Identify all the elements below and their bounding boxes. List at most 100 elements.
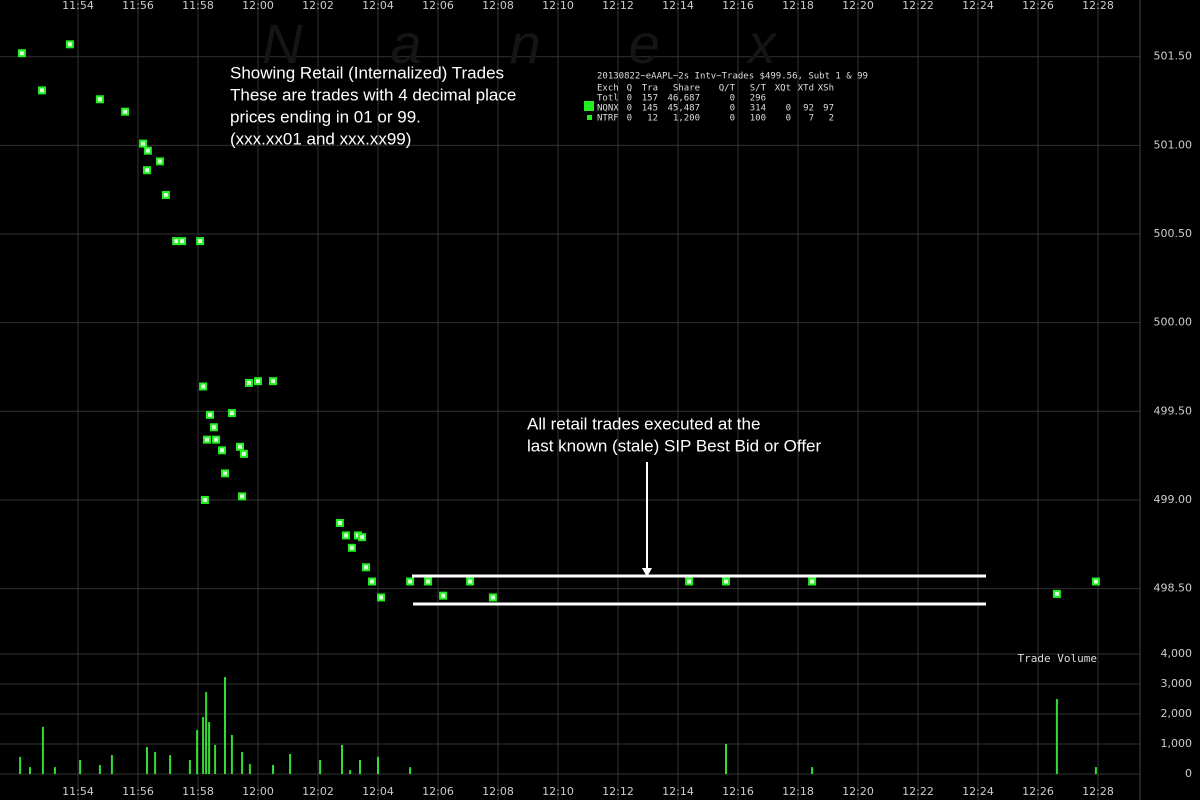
x-tick-label: 12:06: [422, 0, 454, 12]
volume-label: Trade Volume: [1018, 652, 1097, 665]
stats-cell: 92: [803, 104, 814, 114]
stats-cell: 0: [730, 114, 735, 124]
stats-cell: 314: [750, 104, 766, 114]
legend-marker: [584, 101, 594, 111]
volume-bar: [214, 744, 217, 774]
stats-cell: NQNX: [597, 104, 619, 114]
x-tick-label: 12:22: [902, 0, 934, 12]
volume-bar: [1055, 699, 1058, 774]
x-tick-label: 11:54: [62, 0, 94, 12]
volume-bar: [53, 767, 56, 774]
trade-point: [1091, 577, 1100, 586]
volume-bar: [289, 753, 292, 774]
trade-point: [95, 95, 104, 104]
x-tick-label: 12:10: [542, 785, 574, 798]
trade-point: [155, 157, 164, 166]
trade-point: [203, 435, 211, 444]
x-tick-label: 12:14: [662, 785, 694, 798]
y-tick-label: 501.50: [1154, 50, 1193, 63]
volume-bar: [19, 756, 22, 774]
y-tick-label: 500.50: [1154, 227, 1193, 240]
volume-bar: [377, 756, 379, 774]
trade-point: [209, 423, 218, 432]
grid-layer: [0, 0, 1140, 800]
stats-cell: 100: [750, 114, 766, 124]
x-tick-label: 12:24: [962, 785, 994, 798]
trade-point: [439, 591, 448, 600]
trade-point: [196, 237, 205, 246]
stats-cell: 0: [627, 94, 632, 104]
x-tick-label: 12:14: [662, 0, 694, 12]
trade-point: [38, 86, 46, 95]
trade-point: [347, 543, 356, 552]
x-tick-label: 12:08: [482, 0, 514, 12]
x-tick-label: 12:20: [842, 785, 874, 798]
stats-cell: 7: [809, 114, 814, 124]
watermark: Nanex: [262, 12, 864, 75]
trade-point: [341, 531, 350, 540]
y-tick-label: 4,000: [1161, 647, 1193, 660]
y-tick-label: 3,000: [1161, 677, 1193, 690]
x-tick-label: 12:26: [1022, 0, 1054, 12]
volume-bar: [224, 677, 226, 774]
x-tick-label: 12:02: [302, 785, 334, 798]
x-tick-label: 11:56: [122, 0, 154, 12]
x-tick-label: 11:58: [182, 0, 214, 12]
x-tick-label: 11:58: [182, 785, 214, 798]
trade-point: [377, 593, 385, 602]
stats-cell: Totl: [597, 94, 619, 104]
stats-cell: 0: [730, 94, 735, 104]
stats-cell: 97: [823, 104, 834, 114]
y-tick-label: 501.00: [1154, 138, 1193, 151]
trade-point: [1052, 589, 1061, 598]
volume-bar: [110, 755, 113, 774]
y-tick-label: 500.00: [1154, 316, 1193, 329]
x-tick-label: 12:16: [722, 0, 754, 12]
trade-point: [236, 442, 244, 451]
stats-cell: 296: [750, 94, 766, 104]
trade-point: [65, 40, 74, 49]
x-tick-label: 12:22: [902, 785, 934, 798]
volume-bar: [79, 759, 82, 774]
x-tick-label: 12:04: [362, 0, 394, 12]
stats-cell: 12: [647, 114, 658, 124]
stats-column: Q/T: [719, 84, 736, 94]
x-tick-label: 12:02: [302, 0, 334, 12]
x-tick-label: 12:06: [422, 785, 454, 798]
y-tick-label: 499.00: [1154, 493, 1193, 506]
trade-point: [221, 469, 229, 478]
stats-column: Exch: [597, 84, 619, 94]
trade-point: [685, 577, 694, 586]
x-tick-label: 12:16: [722, 785, 754, 798]
trade-point: [424, 577, 433, 586]
trade-point: [218, 446, 226, 455]
trade-point: [269, 377, 277, 386]
stats-cell: 0: [786, 114, 791, 124]
x-tick-label: 12:24: [962, 0, 994, 12]
stats-column: XTd: [798, 84, 814, 94]
stats-cell: 157: [642, 94, 658, 104]
volume-bar: [98, 765, 101, 774]
volume-bar: [169, 755, 172, 774]
x-tick-label: 12:28: [1082, 785, 1114, 798]
stats-cell: NTRF: [597, 114, 619, 124]
trade-point: [254, 377, 262, 386]
stats-cell: 0: [627, 104, 632, 114]
volume-bar: [349, 770, 352, 774]
trade-point: [139, 139, 148, 148]
volume-bar: [341, 744, 343, 774]
trade-point: [466, 577, 475, 586]
volume-bar: [205, 692, 208, 774]
stats-table: Exch Q Tra Share Q/T S/T XQt XTd XSh Totl 0 157 46,6…: [597, 84, 834, 124]
trade-point: [245, 378, 253, 387]
trade-point: [200, 495, 209, 504]
trade-point: [335, 518, 344, 527]
stats-cell: 45,487: [667, 104, 700, 114]
annotation: last known (stale) SIP Best Bid or Offer: [527, 436, 822, 455]
volume-bar: [202, 717, 205, 774]
trade-point: [161, 191, 170, 200]
x-tick-label: 12:12: [602, 0, 634, 12]
volume-bar: [146, 747, 148, 774]
volume-bar: [725, 744, 727, 774]
